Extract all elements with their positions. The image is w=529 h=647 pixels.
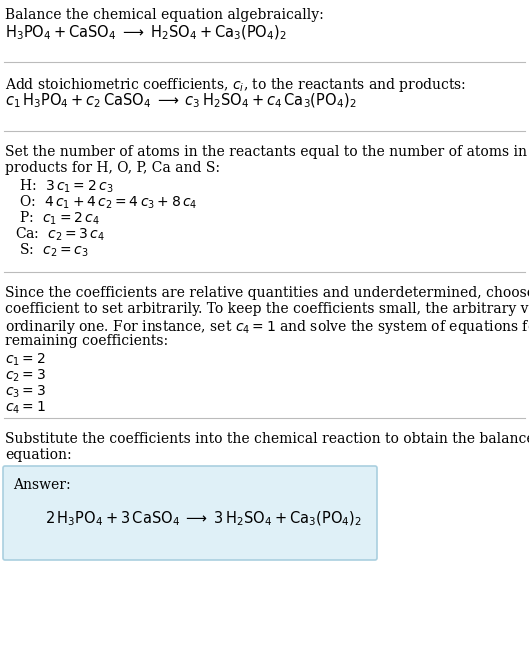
Text: Balance the chemical equation algebraically:: Balance the chemical equation algebraica… [5, 8, 324, 22]
Text: Set the number of atoms in the reactants equal to the number of atoms in the: Set the number of atoms in the reactants… [5, 145, 529, 159]
Text: $c_2 = 3$: $c_2 = 3$ [5, 368, 46, 384]
Text: $\mathrm{H_3PO_4 + CaSO_4 \;\longrightarrow\; H_2SO_4 + Ca_3(PO_4)_2}$: $\mathrm{H_3PO_4 + CaSO_4 \;\longrightar… [5, 24, 287, 43]
Text: products for H, O, P, Ca and S:: products for H, O, P, Ca and S: [5, 161, 220, 175]
Text: O:  $4\,c_1 + 4\,c_2 = 4\,c_3 + 8\,c_4$: O: $4\,c_1 + 4\,c_2 = 4\,c_3 + 8\,c_4$ [15, 194, 197, 212]
Text: S:  $c_2 = c_3$: S: $c_2 = c_3$ [15, 242, 89, 259]
Text: P:  $c_1 = 2\,c_4$: P: $c_1 = 2\,c_4$ [15, 210, 100, 227]
Text: $2\,\mathrm{H_3PO_4} + 3\,\mathrm{CaSO_4} \;\longrightarrow\; 3\,\mathrm{H_2SO_4: $2\,\mathrm{H_3PO_4} + 3\,\mathrm{CaSO_4… [45, 510, 362, 529]
FancyBboxPatch shape [3, 466, 377, 560]
Text: equation:: equation: [5, 448, 71, 462]
Text: remaining coefficients:: remaining coefficients: [5, 334, 168, 348]
Text: Ca:  $c_2 = 3\,c_4$: Ca: $c_2 = 3\,c_4$ [15, 226, 105, 243]
Text: ordinarily one. For instance, set $c_4 = 1$ and solve the system of equations fo: ordinarily one. For instance, set $c_4 =… [5, 318, 529, 336]
Text: coefficient to set arbitrarily. To keep the coefficients small, the arbitrary va: coefficient to set arbitrarily. To keep … [5, 302, 529, 316]
Text: H:  $3\,c_1 = 2\,c_3$: H: $3\,c_1 = 2\,c_3$ [15, 178, 113, 195]
Text: Since the coefficients are relative quantities and underdetermined, choose a: Since the coefficients are relative quan… [5, 286, 529, 300]
Text: Answer:: Answer: [13, 478, 71, 492]
Text: $c_1\,\mathrm{H_3PO_4} + c_2\,\mathrm{CaSO_4} \;\longrightarrow\; c_3\,\mathrm{H: $c_1\,\mathrm{H_3PO_4} + c_2\,\mathrm{Ca… [5, 92, 357, 111]
Text: $c_4 = 1$: $c_4 = 1$ [5, 400, 46, 417]
Text: Add stoichiometric coefficients, $c_i$, to the reactants and products:: Add stoichiometric coefficients, $c_i$, … [5, 76, 466, 94]
Text: Substitute the coefficients into the chemical reaction to obtain the balanced: Substitute the coefficients into the che… [5, 432, 529, 446]
Text: $c_1 = 2$: $c_1 = 2$ [5, 352, 45, 368]
Text: $c_3 = 3$: $c_3 = 3$ [5, 384, 46, 400]
